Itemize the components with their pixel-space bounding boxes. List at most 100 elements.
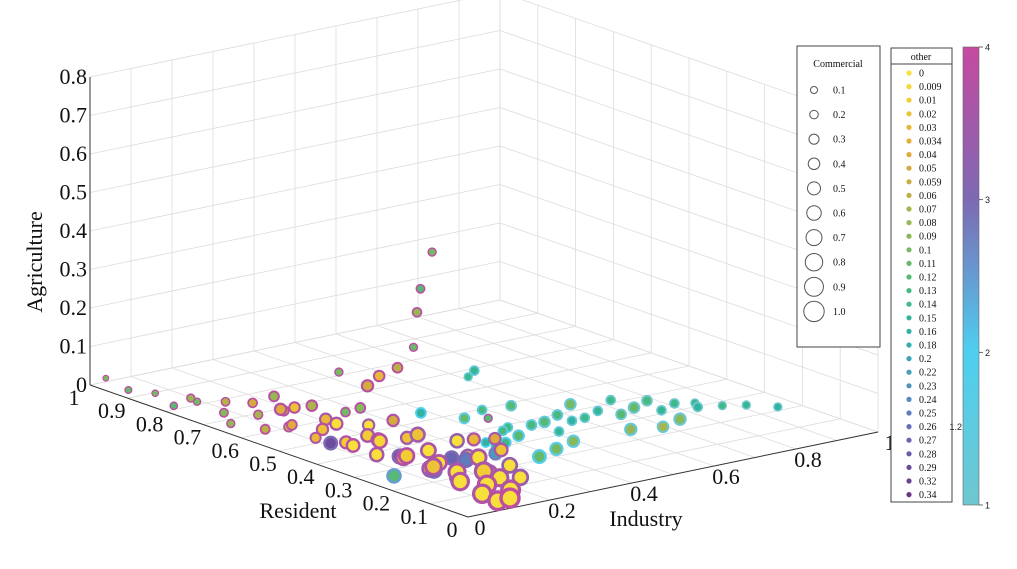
y-tick-label: 0.8: [136, 411, 164, 436]
data-point: [397, 447, 416, 465]
size-legend-marker: [804, 276, 824, 297]
data-point: [463, 372, 473, 382]
size-legend-label: 0.4: [833, 159, 846, 170]
data-point: [458, 412, 471, 425]
y-tick-label: 0.6: [211, 438, 239, 463]
data-point: [627, 401, 641, 414]
color-legend-label: 0.25: [919, 409, 937, 420]
color-legend-label: 0.18: [919, 341, 937, 352]
x-axis-label: Industry: [609, 506, 682, 531]
data-point: [192, 397, 202, 406]
data-point: [493, 442, 509, 458]
data-point: [641, 394, 653, 407]
color-legend-marker: [906, 478, 912, 484]
size-legend-title: Commercial: [813, 59, 863, 70]
color-legend-label: 0.26: [919, 422, 937, 433]
color-legend-marker: [906, 84, 912, 90]
grid-line: [89, 184, 501, 270]
data-point: [566, 415, 578, 427]
color-legend-box: [890, 47, 953, 503]
size-legend: Commercial 0.1 0.2 0.3 0.4 0.5 0.6 0.7 0.8 0.9 1.…: [796, 45, 881, 348]
grid-line: [165, 326, 576, 412]
data-point: [499, 487, 521, 509]
color-legend-label: 0.11: [919, 259, 936, 270]
color-legend-label: 0.12: [919, 273, 937, 284]
y-tick-label: 0.1: [400, 504, 428, 529]
size-legend-marker: [803, 300, 825, 323]
grid-line: [499, 261, 879, 394]
grid-line: [417, 316, 797, 450]
data-point: [408, 342, 419, 352]
size-legend-label: 0.7: [833, 233, 846, 244]
data-point: [692, 401, 704, 413]
color-legend-label: 0.1: [919, 245, 932, 256]
color-legend-marker: [906, 274, 912, 280]
z-tick-label: 0.7: [60, 103, 88, 128]
color-legend-marker: [906, 342, 912, 348]
data-point: [409, 426, 426, 443]
color-legend-marker: [906, 301, 912, 307]
data-point: [253, 409, 264, 420]
color-legend-marker: [906, 220, 912, 226]
data-point: [288, 401, 301, 414]
data-point: [226, 418, 236, 429]
data-point: [605, 394, 617, 406]
colorbar-tick-label: 1: [985, 501, 990, 511]
data-point: [124, 385, 133, 395]
color-legend-label: 0.08: [919, 218, 937, 229]
grid-line: [241, 352, 652, 439]
data-point: [773, 402, 783, 412]
color-legend-marker: [906, 111, 912, 117]
data-point: [247, 397, 258, 409]
size-legend-marker: [805, 229, 823, 247]
data-point: [386, 468, 402, 484]
y-axis-line: [89, 384, 469, 518]
data-point: [468, 365, 480, 376]
color-legend-label: 0.22: [919, 368, 937, 379]
color-legend-marker: [906, 356, 912, 362]
color-legend-marker: [906, 233, 912, 239]
color-legend-label: 0.15: [919, 313, 937, 324]
colorbar-extra-label: 1.2: [949, 422, 962, 432]
color-legend-label: 0.009: [919, 82, 942, 93]
color-legend-marker: [906, 451, 912, 457]
color-legend-marker: [906, 288, 912, 294]
color-legend-label: 0: [919, 69, 924, 80]
size-legend-marker: [806, 205, 822, 221]
color-legend-label: 0.06: [919, 191, 937, 202]
color-legend-marker: [906, 437, 912, 443]
grid-line: [89, 107, 501, 193]
colorbar-strip: [962, 46, 980, 506]
colorbar-tick-label: 3: [985, 195, 990, 205]
grid-line: [89, 68, 501, 155]
data-point: [553, 426, 565, 437]
data-point: [488, 431, 502, 446]
x-tick-label: 1: [885, 430, 896, 455]
color-legend-marker: [906, 206, 912, 212]
z-axis-label: Agriculture: [22, 211, 47, 312]
data-point: [151, 389, 160, 398]
color-legend-marker: [906, 165, 912, 171]
data-point: [220, 396, 231, 407]
z-tick-label: 0: [76, 372, 87, 397]
color-legend-label: 0.24: [919, 395, 937, 406]
data-point: [466, 432, 481, 447]
z-tick-label: 0.3: [60, 257, 88, 282]
size-legend-box: [796, 45, 881, 348]
color-legend-label: 0.29: [919, 463, 937, 474]
x-tick-label: 0.6: [712, 464, 740, 489]
data-point: [501, 456, 519, 474]
data-point: [497, 425, 509, 437]
data-point: [531, 449, 547, 465]
color-legend-label: 0.01: [919, 96, 937, 107]
z-tick-label: 0.4: [60, 218, 88, 243]
color-legend-marker: [906, 138, 912, 144]
grid-line: [89, 261, 501, 347]
data-point: [371, 432, 388, 450]
color-legend-label: 0.2: [919, 354, 932, 365]
data-point: [549, 441, 564, 457]
data-point: [329, 416, 344, 431]
size-legend-label: 0.2: [833, 110, 846, 121]
data-point: [624, 422, 638, 437]
data-point: [449, 432, 465, 449]
